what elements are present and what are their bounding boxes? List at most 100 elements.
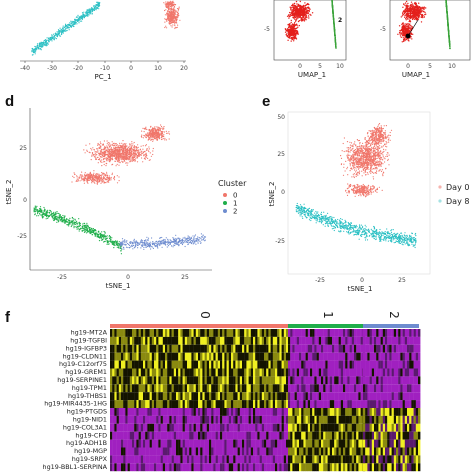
pca-point — [83, 16, 85, 19]
tsne-cluster-point — [98, 159, 101, 161]
pca-point — [88, 11, 90, 13]
umap-b-point — [423, 6, 426, 8]
tsne-cluster-point — [115, 165, 117, 167]
tsne-cluster-point — [86, 149, 88, 151]
umap-b-point — [406, 9, 408, 11]
tsne-cluster-point — [35, 206, 37, 208]
tsne-cluster-point — [132, 153, 134, 155]
pca-point — [176, 14, 178, 16]
umap-b-point — [403, 3, 405, 5]
pca-point — [169, 5, 171, 7]
tsne-cluster-point — [90, 232, 92, 234]
umap-b-point — [410, 1, 413, 3]
pca-point — [174, 26, 176, 28]
pca-point — [67, 24, 69, 26]
pca-point — [91, 11, 94, 13]
tsne-cluster-point — [107, 154, 109, 156]
pca-point — [174, 11, 176, 13]
tsne-cluster-point — [149, 159, 151, 161]
tsne-cluster-point — [136, 146, 138, 148]
pca-point — [172, 20, 174, 22]
tsne-cluster-point — [111, 159, 114, 161]
pca-point — [55, 32, 57, 34]
pca-point — [65, 28, 67, 30]
tsne-cluster-point — [156, 137, 158, 139]
pca-point — [172, 4, 174, 6]
tsne-cluster-point — [100, 149, 102, 151]
tsne-cluster-point — [125, 146, 127, 148]
tsne-cluster-point — [141, 136, 143, 138]
tsne-cluster-point — [142, 137, 144, 139]
tsne-cluster-point — [106, 145, 108, 147]
tsne-cluster-point — [131, 145, 133, 147]
tsne-cluster-point — [94, 229, 96, 231]
tsne-cluster-point — [94, 235, 96, 237]
tsne-cluster-point — [107, 151, 109, 153]
tsne-cluster-point — [118, 146, 120, 148]
tsne-cluster-point — [145, 134, 147, 137]
tsne-cluster-point — [76, 175, 78, 177]
tsne-cluster-point — [158, 128, 160, 130]
tsne-cluster-point — [86, 179, 88, 181]
pca-point — [94, 5, 96, 7]
umap-b-point — [406, 7, 409, 9]
tsne-cluster-point — [75, 221, 77, 224]
pca-point — [174, 24, 176, 27]
umap-b-point — [409, 19, 411, 22]
tsne-cluster-point — [151, 139, 153, 141]
umap-b-point — [415, 17, 417, 19]
umap-b-point — [449, 45, 451, 48]
tsne-cluster-point — [115, 242, 117, 244]
tsne-cluster-point — [55, 215, 57, 218]
tsne-cluster-point — [142, 148, 144, 150]
umap-b-point — [415, 9, 418, 11]
umap-b-y-tick: -5 — [380, 26, 386, 33]
pca-point — [42, 44, 44, 46]
tsne-cluster-point — [126, 164, 128, 166]
tsne-cluster-point — [83, 177, 85, 179]
tsne-cluster-point — [150, 248, 152, 250]
tsne-cluster-point — [93, 176, 95, 178]
tsne-cluster-point — [111, 151, 113, 153]
tsne-cluster-point — [151, 132, 153, 134]
tsne-cluster-point — [200, 239, 202, 241]
pca-point — [163, 2, 165, 4]
tsne-cluster-point — [73, 172, 75, 174]
tsne-cluster-point — [97, 151, 99, 153]
tsne-cluster-point — [117, 159, 119, 161]
tsne-cluster-point — [96, 182, 98, 184]
tsne-cluster-point — [129, 160, 131, 163]
tsne-cluster-point — [122, 153, 124, 155]
tsne-cluster-point — [89, 232, 91, 235]
tsne-cluster-point — [89, 174, 91, 176]
pca-point — [42, 45, 44, 47]
pca-point — [174, 16, 176, 18]
tsne-cluster-point — [112, 163, 114, 165]
tsne-cluster-point — [95, 155, 97, 157]
tsne-cluster-point — [81, 226, 83, 228]
pca-point — [89, 9, 91, 11]
tsne-cluster-point — [124, 239, 126, 241]
tsne-cluster-point — [82, 223, 84, 225]
umap-a-point — [289, 11, 291, 14]
pca-point — [168, 3, 170, 5]
tsne-cluster-point — [134, 151, 136, 153]
tsne-cluster-point — [84, 152, 86, 154]
tsne-cluster-point — [95, 157, 97, 159]
tsne-cluster-point — [102, 149, 104, 151]
tsne-cluster-point — [98, 175, 100, 177]
tsne-cluster-point — [36, 215, 38, 217]
tsne-cluster-point — [91, 155, 93, 157]
tsne-cluster-point — [103, 176, 105, 178]
tsne-cluster-point — [110, 158, 112, 160]
umap-b-point — [448, 35, 450, 37]
pca-point — [36, 43, 39, 45]
tsne-cluster-point — [103, 154, 106, 156]
tsne-cluster-point — [160, 132, 162, 134]
tsne-cluster-point — [86, 229, 88, 231]
tsne-cluster-point — [100, 234, 102, 237]
umap-a-point — [292, 5, 294, 7]
umap-b-point — [411, 8, 413, 11]
tsne-cluster-point — [84, 230, 86, 232]
tsne-cluster-point — [54, 212, 56, 215]
